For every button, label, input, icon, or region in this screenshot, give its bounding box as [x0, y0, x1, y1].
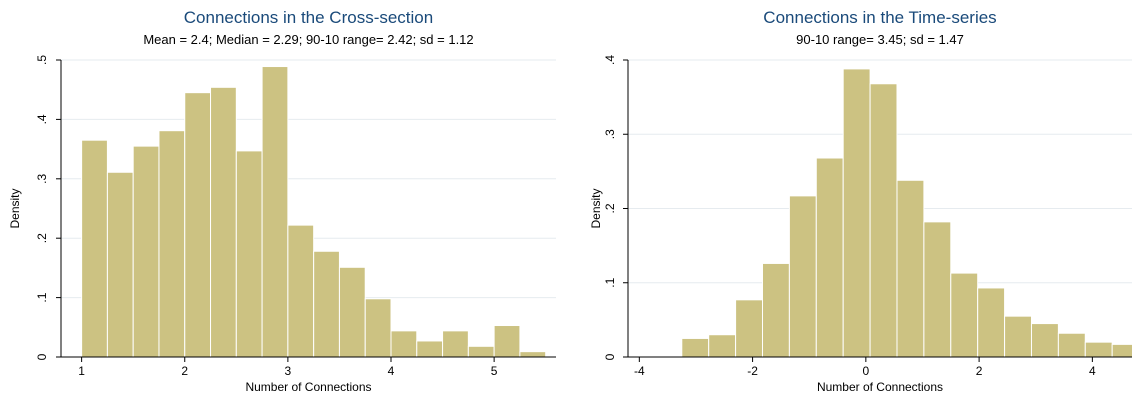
chart-panel-1: Connections in the Cross-section Mean = 2… — [8, 8, 556, 394]
x-tick-label: 2 — [181, 364, 188, 378]
histogram-bar — [708, 334, 737, 358]
histogram-bar — [681, 337, 710, 358]
histogram-bar — [158, 130, 186, 358]
x-axis-title: Number of Connections — [245, 380, 371, 394]
histogram-bar — [467, 345, 495, 358]
histogram-bar — [1057, 332, 1086, 358]
y-axis-title: Density — [8, 188, 22, 228]
x-tick-label: 3 — [285, 364, 292, 378]
y-tick-label: 0 — [603, 353, 617, 360]
histogram-bar — [210, 86, 237, 358]
histogram-bar — [106, 171, 134, 358]
x-axis-title: Number of Connections — [817, 380, 943, 394]
y-tick-label: .4 — [35, 114, 49, 124]
x-tick-label: 4 — [388, 364, 395, 378]
histogram-bar — [81, 139, 108, 358]
histogram-bar — [1030, 323, 1059, 358]
y-tick-label: .4 — [603, 55, 617, 65]
x-tick-label: 5 — [491, 364, 498, 378]
histogram-bar — [950, 272, 979, 358]
histogram-bar — [338, 266, 366, 358]
histogram-bar — [815, 157, 844, 358]
x-tick-label: 2 — [976, 364, 983, 378]
y-tick-label: .5 — [35, 55, 49, 65]
histogram-bar — [923, 221, 952, 358]
y-tick-label: .2 — [35, 233, 49, 243]
y-tick-label: 0 — [35, 353, 49, 360]
chart-title: Connections in the Cross-section — [184, 8, 433, 27]
histogram-bar — [869, 83, 898, 358]
y-axis-title: Density — [589, 188, 603, 228]
x-tick-label: 1 — [78, 364, 85, 378]
histogram-bar — [519, 351, 547, 358]
chart-panel-2: Connections in the Time-series 90-10 rang… — [589, 8, 1132, 394]
histogram-bar — [390, 330, 418, 358]
histogram-bar — [313, 250, 340, 358]
y-tick-label: .3 — [603, 129, 617, 139]
chart-title: Connections in the Time-series — [763, 8, 996, 27]
histogram-bar — [261, 66, 289, 358]
y-tick-label: .2 — [603, 203, 617, 213]
histogram-bar — [761, 262, 790, 358]
histogram-bar — [184, 92, 212, 358]
histogram-bar — [735, 299, 763, 358]
y-tick-label: .3 — [35, 173, 49, 183]
y-tick-label: .1 — [35, 292, 49, 302]
x-tick-label: 0 — [862, 364, 869, 378]
histogram-bar — [235, 150, 263, 358]
histogram-bar — [1004, 315, 1032, 358]
histogram-bar — [416, 340, 444, 358]
chart-subtitle: Mean = 2.4; Median = 2.29; 90-10 range= … — [143, 32, 473, 47]
y-tick-label: .1 — [603, 277, 617, 287]
x-tick-label: 4 — [1089, 364, 1096, 378]
histogram-bar — [364, 298, 392, 358]
histogram-bar — [1084, 341, 1113, 358]
histogram-bar — [842, 68, 871, 358]
histogram-bar — [1111, 343, 1132, 358]
histogram-bar — [287, 224, 315, 358]
x-tick-label: -2 — [747, 364, 758, 378]
histogram-bar — [788, 195, 817, 358]
histogram-bar — [132, 145, 160, 358]
histogram-bar — [977, 287, 1006, 358]
histogram-bar — [493, 325, 521, 358]
histogram-bar — [442, 330, 469, 358]
histogram-bar — [896, 179, 925, 358]
chart-subtitle: 90-10 range= 3.45; sd = 1.47 — [796, 32, 964, 47]
x-tick-label: -4 — [634, 364, 645, 378]
